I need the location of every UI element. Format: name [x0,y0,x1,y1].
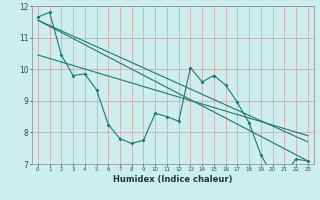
X-axis label: Humidex (Indice chaleur): Humidex (Indice chaleur) [113,175,233,184]
